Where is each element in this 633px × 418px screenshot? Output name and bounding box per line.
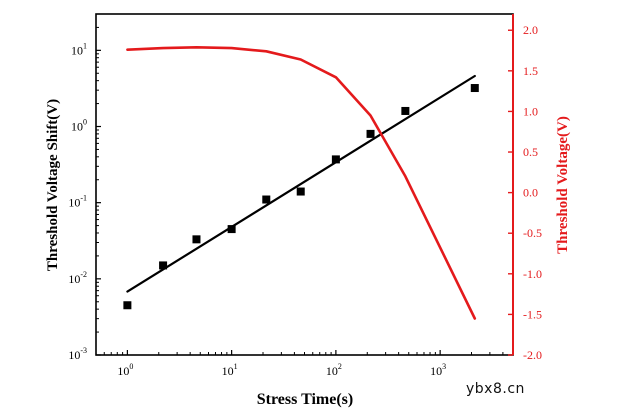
data-point: [123, 301, 132, 310]
right-tick-label: -1.5: [523, 307, 542, 321]
left-tick-label: 10-1: [68, 194, 87, 210]
series-layer: [123, 45, 479, 320]
right-tick-label: 0.5: [523, 145, 538, 159]
y-axis-left-label: Threshold Voltage Shift(V): [45, 99, 61, 271]
bottom-tick-label: 102: [326, 362, 342, 378]
x-axis-label: Stress Time(s): [257, 391, 353, 408]
bottom-tick-label: 101: [222, 362, 238, 378]
data-point: [296, 187, 305, 196]
left-tick-label: 100: [71, 118, 87, 134]
right-tick-label: -1.0: [523, 267, 542, 281]
left-tick-label: 10-3: [68, 346, 87, 362]
right-tick-label: -2.0: [523, 348, 542, 362]
right-tick-label: -0.5: [523, 226, 542, 240]
bottom-tick-label: 103: [430, 362, 446, 378]
bottom-tick-labels: 100 101 102 103: [117, 362, 446, 378]
y-axis-right-label: Threshold Voltage(V): [555, 116, 571, 254]
plot-frame: [95, 13, 514, 356]
plot-area: [95, 13, 514, 356]
ticks-layer: [96, 26, 513, 356]
left-tick-label: 101: [71, 41, 87, 57]
right-tick-label: 0.0: [523, 186, 538, 200]
right-tick-label: 1.5: [523, 64, 538, 78]
data-point: [159, 261, 168, 270]
data-point: [227, 225, 236, 234]
left-tick-label: 10-2: [68, 270, 87, 286]
data-point: [331, 155, 340, 164]
data-point: [401, 106, 410, 115]
data-point: [366, 129, 375, 138]
data-point: [192, 235, 201, 244]
right-tick-label: 1.0: [523, 104, 538, 118]
fit-line: [126, 74, 476, 293]
right-tick-labels: 2.0 1.5 1.0 0.5 0.0 -0.5 -1.0 -1.5 -2.0: [523, 23, 542, 362]
data-point: [470, 84, 479, 93]
bottom-tick-label: 100: [117, 362, 133, 378]
left-tick-labels: 10-3 10-2 10-1 100 101: [68, 41, 87, 362]
threshold-voltage-line: [126, 45, 477, 320]
right-tick-label: 2.0: [523, 23, 538, 37]
watermark: ybx8.cn: [466, 381, 525, 397]
data-point: [262, 195, 271, 204]
